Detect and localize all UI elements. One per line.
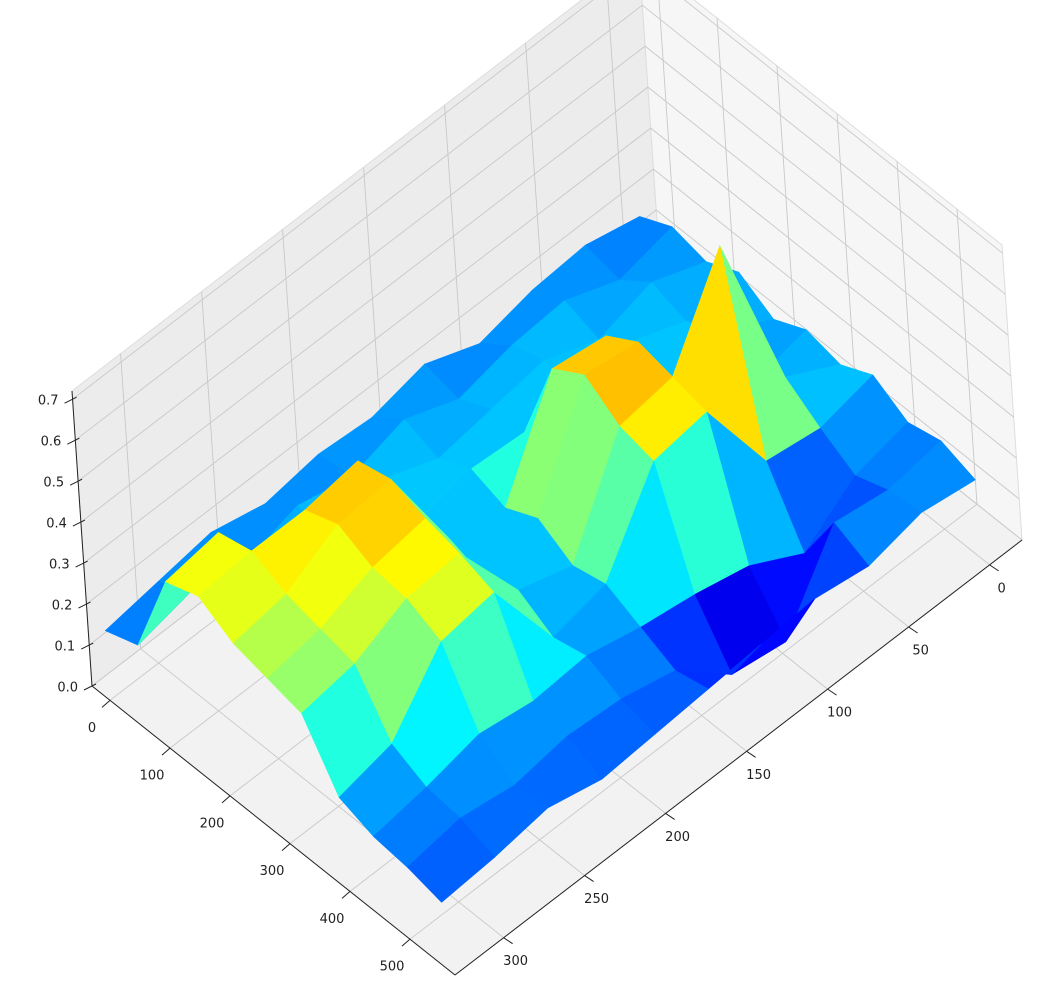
z-tick-label: 0.3 bbox=[49, 558, 70, 573]
y-tick-label: 0 bbox=[997, 581, 1005, 596]
z-tick bbox=[83, 683, 97, 691]
grid-line bbox=[86, 168, 1017, 605]
z-tick-label: 0.4 bbox=[46, 517, 67, 532]
y-tick bbox=[665, 813, 675, 820]
z-tick bbox=[75, 560, 88, 568]
y-tick bbox=[827, 688, 837, 696]
x-tick bbox=[281, 843, 291, 852]
grid-line bbox=[80, 86, 1012, 523]
grid-line bbox=[72, 0, 1003, 400]
grid-line bbox=[83, 127, 1014, 564]
x-tick-label: 300 bbox=[260, 864, 285, 879]
z-tick bbox=[78, 601, 91, 609]
x-tick-label: 500 bbox=[380, 960, 405, 975]
z-tick bbox=[67, 437, 80, 445]
y-tick-label: 100 bbox=[827, 706, 852, 721]
z-tick bbox=[69, 478, 83, 486]
x-tick bbox=[221, 795, 231, 804]
y-tick bbox=[503, 937, 513, 945]
y-tick bbox=[584, 875, 594, 882]
x-tick-label: 0 bbox=[88, 721, 96, 736]
z-tick bbox=[72, 519, 86, 527]
x-tick-label: 100 bbox=[140, 769, 165, 784]
z-tick-label: 0.2 bbox=[52, 599, 73, 614]
x-tick bbox=[341, 891, 351, 899]
z-tick bbox=[64, 396, 77, 404]
x-tick bbox=[101, 699, 111, 708]
y-tick-label: 250 bbox=[584, 892, 609, 907]
z-tick bbox=[80, 642, 94, 650]
z-tick-label: 0.0 bbox=[57, 681, 78, 696]
y-tick-label: 300 bbox=[503, 954, 528, 969]
y-axis-line bbox=[454, 539, 1023, 976]
z-tick-label: 0.5 bbox=[43, 476, 64, 491]
z-tick-label: 0.7 bbox=[38, 394, 59, 409]
x-tick-label: 400 bbox=[320, 912, 345, 927]
y-tick-label: 50 bbox=[912, 644, 929, 659]
x-tick-label: 200 bbox=[200, 816, 225, 831]
y-tick bbox=[746, 750, 756, 758]
z-tick-label: 0.6 bbox=[41, 435, 62, 450]
grid-line bbox=[77, 45, 1009, 482]
surface-patch bbox=[406, 817, 496, 903]
y-tick bbox=[989, 564, 999, 572]
y-tick-label: 200 bbox=[665, 830, 690, 845]
x-tick bbox=[401, 938, 411, 947]
y-tick-label: 150 bbox=[746, 768, 771, 783]
z-tick-label: 0.1 bbox=[55, 640, 76, 655]
x-axis-line bbox=[91, 685, 456, 976]
grid-line bbox=[75, 4, 1006, 441]
x-tick bbox=[161, 747, 171, 756]
y-tick bbox=[908, 626, 918, 634]
z-axis-line bbox=[71, 390, 93, 687]
